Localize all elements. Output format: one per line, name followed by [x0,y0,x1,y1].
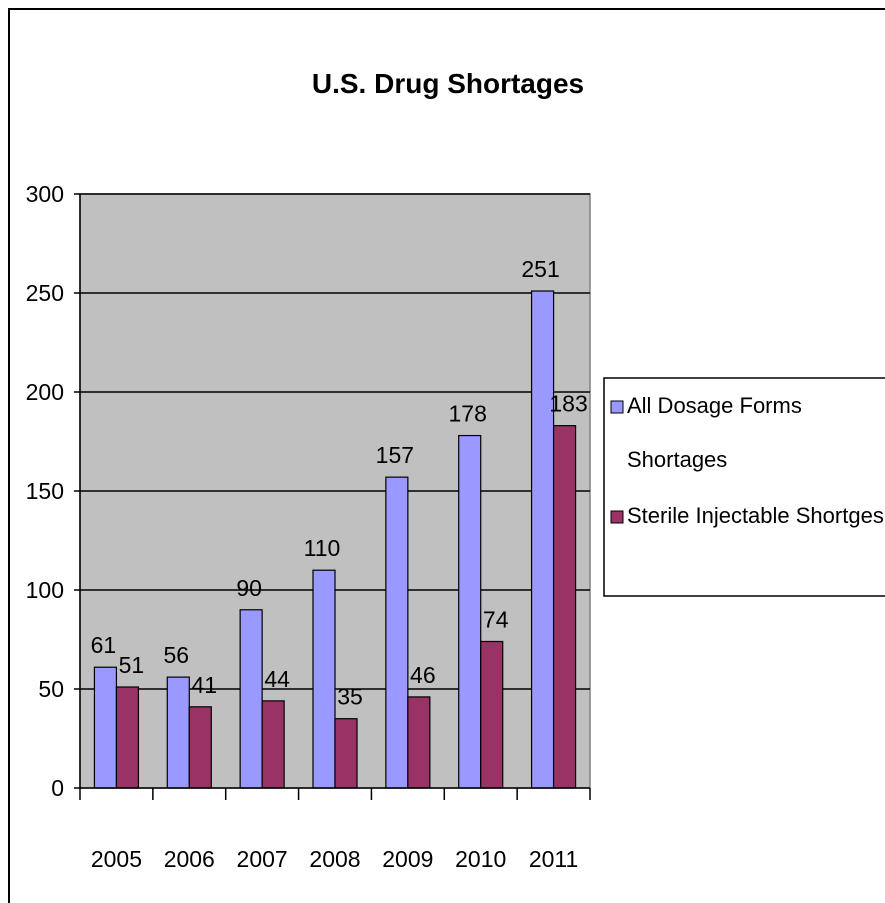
data-label: 44 [264,666,290,692]
bar-sterile-injectable-2005 [115,686,140,789]
x-tick-label: 2010 [455,846,506,872]
bar-sterile-injectable-2011 [552,425,577,789]
data-label: 110 [304,535,341,561]
bar-all-dosage-2007 [239,609,263,789]
bar-sterile-injectable-2006 [188,706,212,789]
data-label: 56 [163,642,189,668]
y-tick-label: 0 [51,775,64,801]
y-tick-labels: 0 50 100 150 200 250 300 [26,181,64,801]
data-label: 61 [91,632,117,658]
bar-all-dosage-2008 [312,569,336,789]
x-tick-label: 2011 [529,846,578,872]
legend-label: Sterile Injectable Shortges [627,503,884,528]
bar-all-dosage-2011 [530,290,555,789]
bar-all-dosage-2010 [458,434,482,789]
data-label: 178 [449,401,487,427]
x-tick-label: 2005 [91,846,142,872]
axes [74,193,591,800]
bar-sterile-injectable-2007 [261,700,285,789]
data-label: 157 [376,442,414,468]
data-label: 35 [337,684,363,710]
legend-swatch [610,400,624,414]
data-label: 251 [521,256,559,282]
data-label: 183 [549,391,587,417]
y-tick-label: 150 [26,478,64,504]
x-tick-label: 2006 [164,846,215,872]
bar-all-dosage-2006 [166,676,190,789]
x-tick-labels: 2005 2006 2007 2008 2009 2010 2011 [91,846,578,872]
data-label: 41 [191,672,217,698]
bar-all-dosage-2009 [385,476,409,789]
data-label: 46 [410,662,436,688]
legend-label: Shortages [627,447,727,472]
legend: All Dosage Forms Shortages Sterile Injecta… [603,377,885,597]
bar-all-dosage-2005 [93,666,118,789]
chart-title: U.S. Drug Shortages [312,68,584,99]
y-tick-label: 100 [26,577,64,603]
data-label: 51 [119,652,145,678]
y-tick-label: 50 [38,676,64,702]
legend-box [603,377,885,597]
x-tick-label: 2007 [237,846,288,872]
x-tick-label: 2009 [382,846,433,872]
y-tick-label: 200 [26,379,64,405]
legend-swatch [610,510,624,524]
legend-label: All Dosage Forms [627,393,802,418]
data-label: 74 [483,606,509,632]
y-tick-label: 300 [26,181,64,207]
bar-sterile-injectable-2008 [334,718,358,789]
data-label: 90 [236,575,262,601]
bar-sterile-injectable-2009 [407,696,431,789]
x-tick-label: 2008 [309,846,360,872]
bar-sterile-injectable-2010 [480,640,504,789]
y-tick-label: 250 [26,280,64,306]
